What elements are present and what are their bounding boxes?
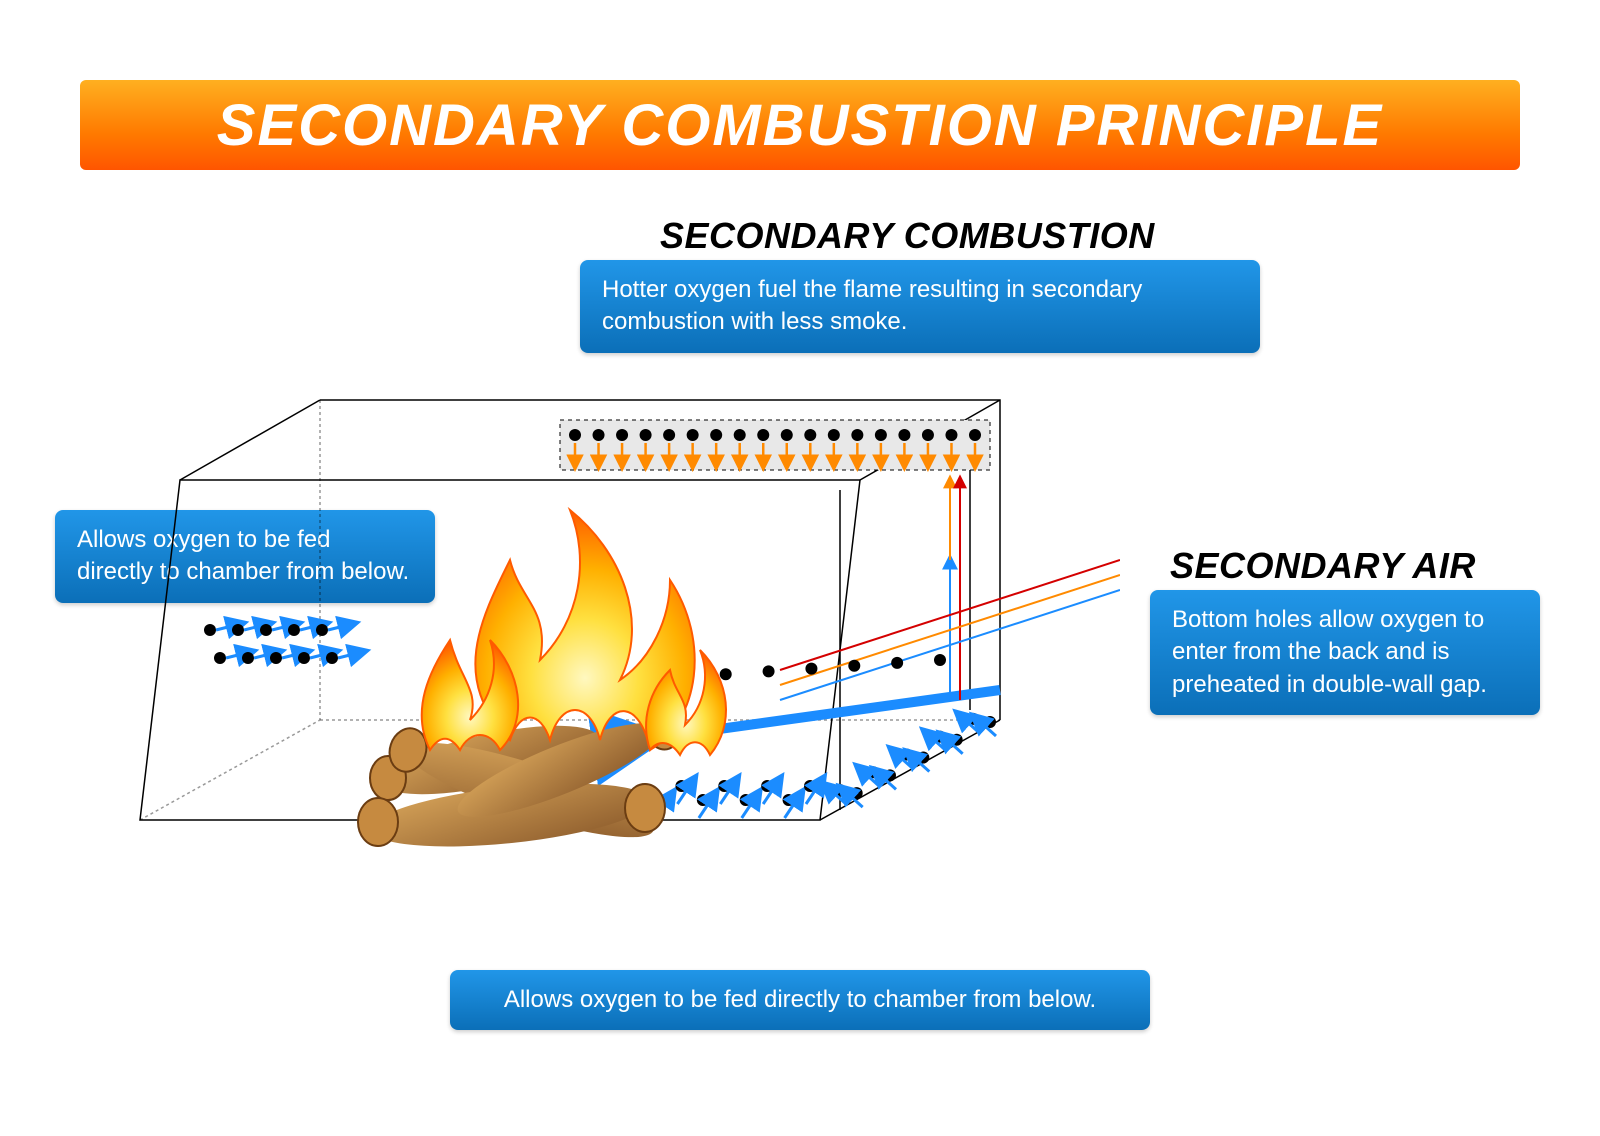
callout-secondary-air: Bottom holes allow oxygen to enter from … [1150,590,1540,715]
heading-secondary-combustion: SECONDARY COMBUSTION [660,215,1155,257]
heading-secondary-air: SECONDARY AIR [1170,545,1476,587]
title-banner: SECONDARY COMBUSTION PRINCIPLE [80,80,1520,170]
combustion-chamber-diagram [80,360,1120,960]
left-air-holes-icon [204,624,362,664]
front-bottom-air-holes-icon [654,780,822,818]
fire-flames-icon [422,510,726,755]
callout-secondary-combustion: Hotter oxygen fuel the flame resulting i… [580,260,1260,353]
fire-logs-icon [358,705,684,857]
secondary-combustion-panel-icon [560,420,990,470]
rising-air-arrows-icon [950,480,960,700]
callout-oxygen-bottom: Allows oxygen to be fed directly to cham… [450,970,1150,1030]
